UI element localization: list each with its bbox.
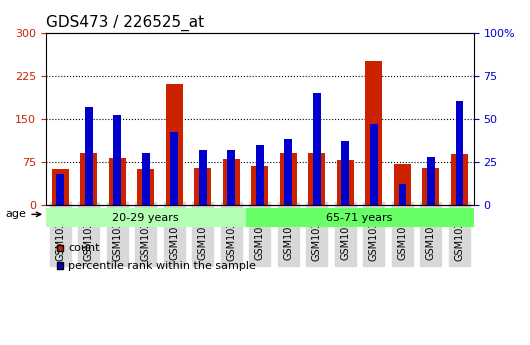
Bar <box>394 164 411 205</box>
Bar <box>166 84 183 205</box>
Bar <box>85 107 93 205</box>
Bar <box>256 145 263 205</box>
Bar <box>142 153 149 205</box>
Bar <box>113 115 121 205</box>
Text: count: count <box>68 243 100 253</box>
Bar <box>341 141 349 205</box>
Bar <box>194 168 211 205</box>
Bar <box>51 169 69 205</box>
Bar <box>313 93 321 205</box>
Bar <box>56 174 64 205</box>
Bar <box>422 168 439 205</box>
Text: age: age <box>5 209 26 219</box>
Text: 65-71 years: 65-71 years <box>326 213 393 223</box>
Bar <box>109 158 126 205</box>
Text: 20-29 years: 20-29 years <box>112 213 179 223</box>
Bar <box>456 101 463 205</box>
Bar <box>337 160 354 205</box>
Bar <box>80 153 98 205</box>
Bar <box>171 132 178 205</box>
Bar <box>137 169 154 205</box>
Bar <box>370 124 378 205</box>
Bar <box>427 157 435 205</box>
Bar <box>227 150 235 205</box>
Bar <box>285 139 292 205</box>
Bar <box>308 153 325 205</box>
Bar <box>223 159 240 205</box>
Text: percentile rank within the sample: percentile rank within the sample <box>68 260 256 270</box>
Bar <box>399 184 406 205</box>
Bar <box>251 166 268 205</box>
Bar <box>365 61 383 205</box>
Bar <box>199 150 207 205</box>
Bar <box>280 153 297 205</box>
Bar <box>451 154 468 205</box>
Text: GDS473 / 226525_at: GDS473 / 226525_at <box>46 15 204 31</box>
